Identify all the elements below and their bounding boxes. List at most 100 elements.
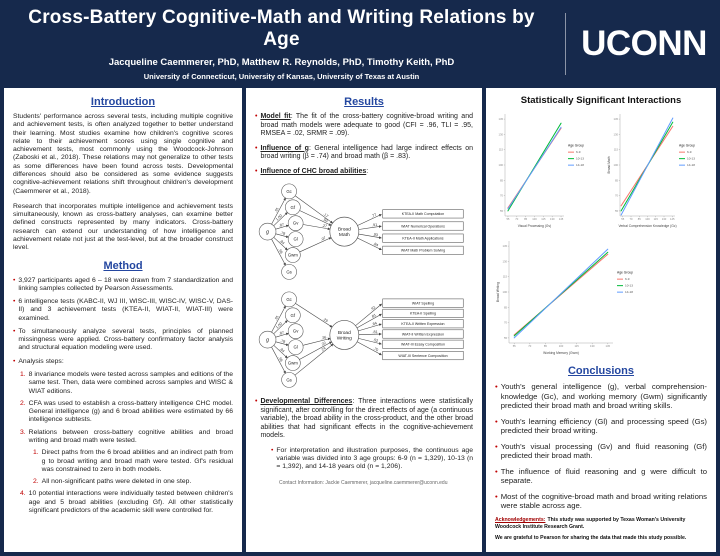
conclusions-bullet-list: • Youth's general intelligence (g), verba… <box>495 382 707 511</box>
bullet-marker: • <box>495 441 498 451</box>
svg-text:KTEA-II Written Expression: KTEA-II Written Expression <box>401 322 444 326</box>
svg-text:55: 55 <box>504 336 507 340</box>
method-substep: 2. All non-significant paths were deleted… <box>26 478 233 486</box>
svg-text:Gf: Gf <box>291 205 296 210</box>
sem-diagram-broad-math: .91 .17 1.00 .50 .87 .27 .78 .84 .07 .56 .77 KTEA-I… <box>255 182 473 285</box>
svg-text:WIAT-III Sentence Composition: WIAT-III Sentence Composition <box>398 354 447 358</box>
svg-text:100: 100 <box>559 344 564 348</box>
interactions-conclusions-panel: Statistically Significant Interactions 5… <box>486 88 716 552</box>
svg-text:Gs: Gs <box>286 378 292 383</box>
step-number: 1. <box>20 371 26 379</box>
conclusions-heading: Conclusions <box>567 365 634 377</box>
results-bullet: • Influence of CHC broad abilities: <box>255 168 473 177</box>
bullet-marker: • <box>495 416 498 426</box>
results-bullet-text: Influence of g: General intelligence had… <box>260 145 473 162</box>
results-heading: Results <box>344 96 384 108</box>
results-bullet-list: • Model fit: The fit of the cross-battery… <box>255 113 473 176</box>
svg-text:.91: .91 <box>274 207 280 213</box>
bullet-marker: • <box>495 382 498 391</box>
svg-text:130: 130 <box>662 217 667 221</box>
step-number: 2. <box>20 399 26 407</box>
svg-text:.56: .56 <box>277 248 283 254</box>
svg-text:KTEA-II Spelling: KTEA-II Spelling <box>410 312 436 316</box>
sem-diagram-broad-writing: .91 .29 1.00.87 .78 .26 .84 .22 .56 .24 .92 WIAT S… <box>255 290 473 393</box>
results-bullet-lead: Influence of g <box>260 144 309 152</box>
svg-text:.52: .52 <box>372 338 378 343</box>
svg-text:.78: .78 <box>280 231 286 236</box>
svg-text:Gl: Gl <box>293 237 297 242</box>
method-bullet-text: Analysis steps: <box>18 357 64 365</box>
step-text: 8 invariance models were tested across s… <box>28 371 233 395</box>
conclusion-bullet-text: Youth's general intelligence (g), verbal… <box>500 382 707 411</box>
svg-text:70: 70 <box>528 344 531 348</box>
svg-text:70: 70 <box>615 194 618 198</box>
results-bullet-body: : <box>366 167 369 175</box>
acknowledgements-label: Acknowledgements: <box>495 517 546 524</box>
svg-text:g: g <box>266 338 269 344</box>
svg-text:70: 70 <box>504 321 507 325</box>
svg-text:130: 130 <box>499 132 504 136</box>
svg-text:Verbal Comprehension Knowledge: Verbal Comprehension Knowledge (Gc) <box>618 224 676 228</box>
bullet-marker: • <box>13 276 16 284</box>
svg-text:.17: .17 <box>322 212 329 218</box>
acknowledgements-text-2: We are grateful to Pearson for sharing t… <box>495 534 687 541</box>
svg-text:Gwm: Gwm <box>288 253 298 258</box>
svg-text:10-13: 10-13 <box>687 157 695 161</box>
svg-text:6-9: 6-9 <box>625 277 630 281</box>
conclusion-bullet: • Youth's general intelligence (g), verba… <box>495 382 707 411</box>
svg-text:145: 145 <box>503 244 508 248</box>
svg-text:14-18: 14-18 <box>625 290 633 294</box>
method-bullet-text: To simultaneously analyze several tests,… <box>18 327 233 352</box>
method-heading: Method <box>103 259 143 272</box>
substep-text: All non-significant paths were deleted i… <box>41 478 192 486</box>
developmental-bullet: • Developmental Differences: Three intera… <box>255 398 473 441</box>
svg-text:.84: .84 <box>279 239 286 245</box>
method-step: 1. 8 invariance models were tested across… <box>13 371 233 396</box>
introduction-method-panel: Introduction Students' performance acros… <box>4 88 242 552</box>
svg-text:Gc: Gc <box>286 189 292 194</box>
svg-text:10-13: 10-13 <box>625 284 633 288</box>
conclusion-bullet-text: Youth's visual processing (Gv) and fluid… <box>500 441 707 461</box>
conclusion-bullet-text: The influence of fluid reasoning and g w… <box>500 466 707 486</box>
svg-text:145: 145 <box>606 344 611 348</box>
svg-text:.50: .50 <box>322 217 328 223</box>
step-number: 4. <box>20 490 26 498</box>
svg-text:100: 100 <box>499 163 504 167</box>
developmental-sub-bullet: • For interpretation and illustration pur… <box>255 447 473 472</box>
svg-text:85: 85 <box>500 178 503 182</box>
svg-text:55: 55 <box>615 209 618 213</box>
poster-title: Cross-Battery Cognitive-Math and Writing… <box>28 7 535 50</box>
svg-text:100: 100 <box>614 163 619 167</box>
method-substep-list: 1. Direct paths from the 6 broad abilitie… <box>13 449 233 486</box>
uconn-logo: UCONN <box>581 24 707 63</box>
svg-text:14-18: 14-18 <box>576 163 584 167</box>
interaction-charts-row: 55 70 85 100 115 130 145 55 70 85 100 115 130 145 Visu… <box>495 109 707 234</box>
interaction-chart-verbal-comprehension: 55 70 85 100 115 130 145 55 70 85 100 115 130 145 Verb… <box>606 109 707 234</box>
poster-columns: Introduction Students' performance acros… <box>0 88 720 556</box>
svg-text:.56: .56 <box>277 356 283 362</box>
svg-text:.93: .93 <box>372 233 378 238</box>
method-step: 2. CFA was used to establish a cross-batt… <box>13 400 233 425</box>
svg-text:.92: .92 <box>370 305 377 311</box>
svg-text:g: g <box>266 230 269 236</box>
svg-text:6-9: 6-9 <box>576 150 581 154</box>
svg-text:1.00: 1.00 <box>275 322 283 330</box>
svg-text:115: 115 <box>574 344 579 348</box>
svg-text:.78: .78 <box>280 339 286 344</box>
svg-text:130: 130 <box>503 259 508 263</box>
interaction-chart-working-memory: 55 70 85 100 115 130 145 55 70 85 100 115 130 145 Work… <box>495 236 707 361</box>
svg-text:Gf: Gf <box>291 313 296 318</box>
method-step: 3. Relations between cross-battery cognit… <box>13 429 233 446</box>
svg-text:.26: .26 <box>321 336 327 341</box>
svg-text:145: 145 <box>499 117 504 121</box>
results-bullet: • Influence of g: General intelligence ha… <box>255 145 473 162</box>
conclusion-bullet-text: Most of the cognitive-broad math and bro… <box>500 491 707 511</box>
results-bullet-lead: Model fit <box>260 113 291 120</box>
svg-text:.87: .87 <box>278 331 284 336</box>
svg-text:70: 70 <box>515 217 518 221</box>
bullet-marker: • <box>255 113 258 120</box>
svg-text:85: 85 <box>544 344 547 348</box>
svg-text:.84: .84 <box>372 242 378 248</box>
svg-text:.84: .84 <box>279 347 286 353</box>
